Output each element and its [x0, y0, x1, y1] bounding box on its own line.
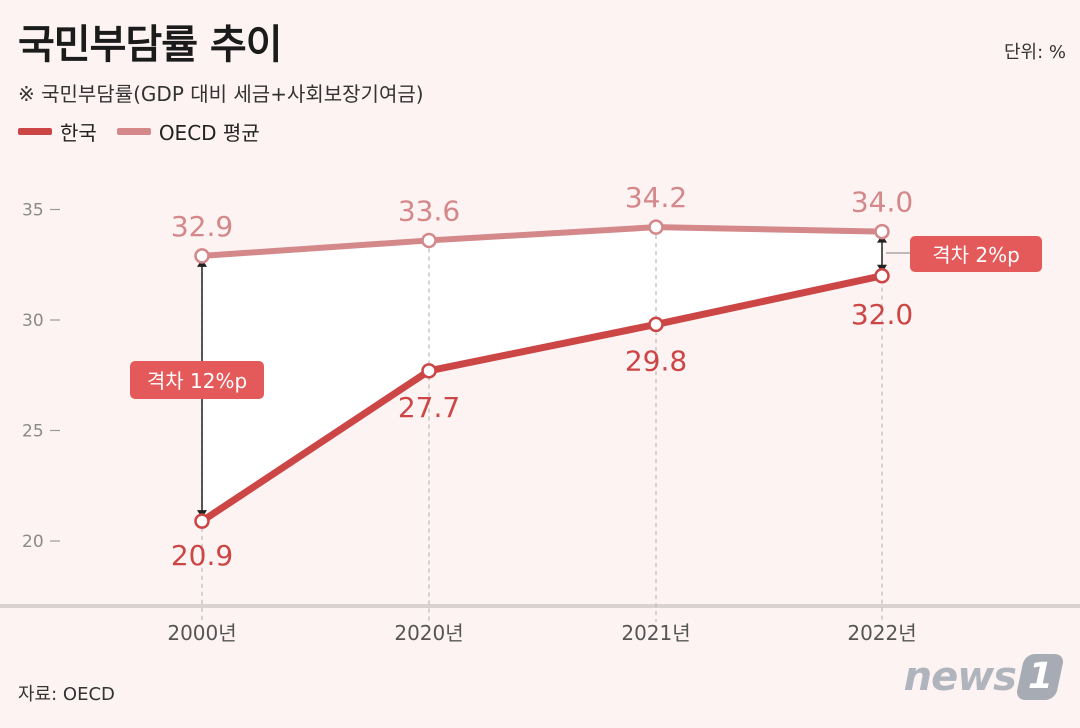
x-tick-label-0: 2000년	[167, 621, 236, 645]
logo-badge: 1	[1015, 654, 1065, 700]
data-label-oecd-0: 32.9	[171, 210, 233, 243]
y-tick-label-30: 30	[22, 311, 44, 331]
plot-baseline	[0, 604, 1080, 608]
gap-callout-2022-text: 격차 2%p	[932, 243, 1020, 267]
point-korea-0	[194, 513, 210, 529]
gap-callout-2000-box	[130, 361, 264, 399]
legend-label-oecd: OECD 평균	[158, 121, 260, 145]
legend: 한국 OECD 평균	[18, 117, 280, 146]
x-tick-label-1: 2020년	[394, 621, 463, 645]
data-label-oecd-2: 34.2	[625, 181, 687, 214]
y-tick-label-20: 20	[22, 532, 44, 552]
chart-title: 국민부담률 추이	[18, 22, 283, 68]
series-line-korea	[198, 272, 886, 525]
data-label-oecd-1: 33.6	[398, 194, 460, 227]
legend-item-oecd: OECD 평균	[116, 117, 260, 146]
gap-callout-2022-box	[910, 236, 1042, 272]
point-oecd-2	[648, 219, 664, 235]
data-label-korea-1: 27.7	[398, 391, 460, 424]
x-tick-label-2: 2021년	[621, 621, 690, 645]
point-korea-3	[874, 268, 890, 284]
legend-label-korea: 한국	[60, 121, 97, 145]
point-oecd-1	[421, 232, 437, 249]
logo-wordmark: news	[903, 654, 1017, 700]
series-line-oecd	[199, 224, 885, 259]
point-korea-2	[648, 316, 664, 333]
chart-subtitle: ※ 국민부담률(GDP 대비 세금+사회보장기여금)	[18, 82, 424, 106]
data-label-korea-3: 32.0	[851, 298, 913, 331]
point-korea-1	[421, 363, 437, 379]
y-tick-label-35: 35	[22, 201, 44, 221]
data-label-korea-0: 20.9	[171, 539, 233, 572]
x-tick-label-3: 2022년	[847, 621, 916, 645]
point-oecd-3	[874, 223, 890, 240]
unit-label: 단위: %	[1003, 42, 1066, 63]
legend-swatch-oecd	[116, 128, 151, 135]
data-label-korea-2: 29.8	[625, 344, 687, 377]
source-note: 자료: OECD	[18, 684, 115, 705]
gap-area	[202, 227, 882, 522]
gap-callout-2000-text: 격차 12%p	[147, 369, 247, 393]
data-label-oecd-3: 34.0	[851, 186, 913, 219]
legend-swatch-korea	[18, 128, 52, 135]
point-oecd-0	[194, 248, 210, 264]
y-tick-label-25: 25	[22, 422, 44, 442]
legend-item-korea: 한국	[18, 117, 97, 146]
news1-logo: news 1	[903, 654, 1065, 700]
